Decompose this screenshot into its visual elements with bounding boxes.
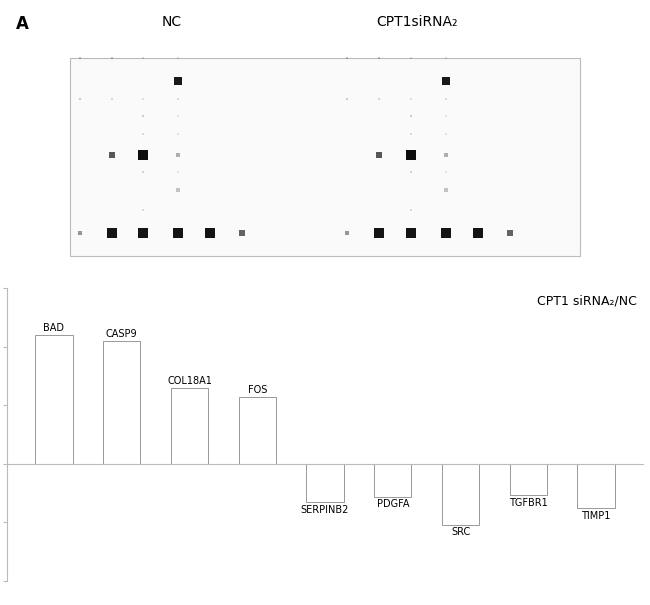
Text: NC: NC [162, 15, 182, 28]
Text: A: A [16, 15, 29, 33]
Bar [70, 58, 580, 257]
Text: CASP9: CASP9 [106, 329, 138, 339]
Text: TGFBR1: TGFBR1 [509, 498, 548, 508]
Text: BAD: BAD [44, 323, 64, 333]
Bar [35, 335, 73, 464]
Bar [510, 464, 547, 495]
Text: CPT1siRNA₂: CPT1siRNA₂ [376, 15, 458, 28]
Bar [306, 464, 344, 502]
Text: CPT1 siRNA₂/NC: CPT1 siRNA₂/NC [538, 294, 637, 307]
Text: FOS: FOS [248, 385, 267, 395]
Text: TIMP1: TIMP1 [581, 511, 611, 521]
Text: SRC: SRC [451, 527, 470, 537]
Text: SERPINB2: SERPINB2 [301, 505, 349, 515]
Bar [171, 388, 208, 464]
Bar [103, 341, 140, 464]
Text: PDGFA: PDGFA [376, 499, 409, 509]
Bar [374, 464, 411, 497]
Text: COL18A1: COL18A1 [167, 376, 212, 385]
Bar [577, 464, 615, 508]
Bar [442, 464, 479, 525]
Bar [239, 397, 276, 464]
